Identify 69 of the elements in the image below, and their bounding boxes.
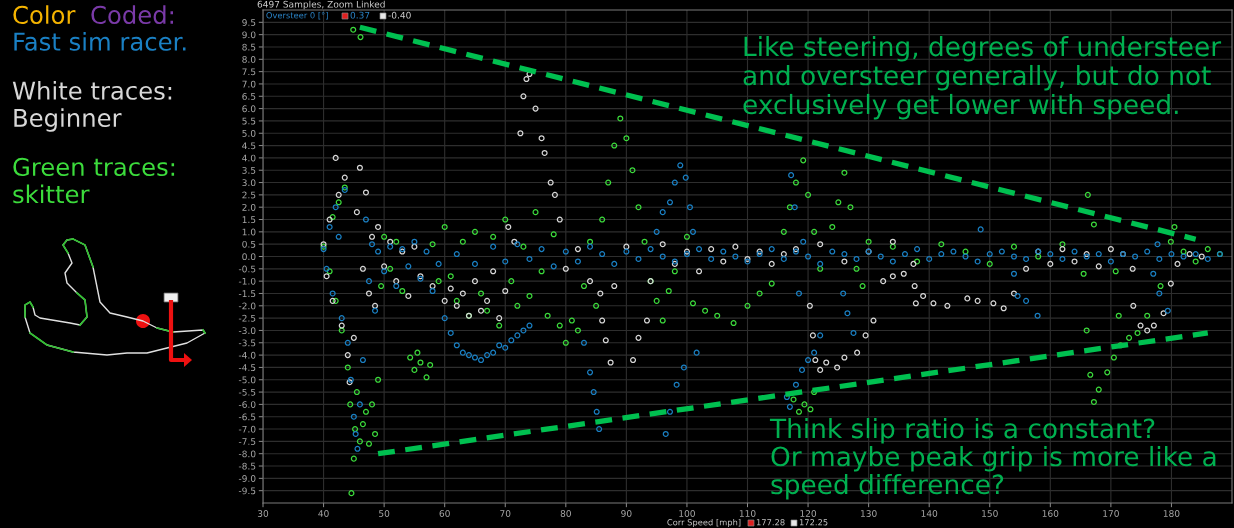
y-tick-label: 1.0 [242, 228, 256, 236]
y-tick-label: 6.5 [242, 93, 256, 100]
y-tick-label: 8.0 [242, 56, 256, 63]
y-tick-label: -5.5 [238, 388, 256, 396]
x-tick-label: 80 [560, 510, 571, 517]
text: 172.25 [799, 519, 828, 526]
y-tick-label: -7.5 [238, 438, 256, 445]
x-tick-label: 60 [439, 510, 450, 517]
text: 177.28 [756, 519, 785, 526]
y-tick-label: -7.0 [238, 425, 256, 433]
y-tick-label: 5.5 [242, 117, 256, 125]
x-tick-label: 180 [1163, 510, 1180, 517]
x-tick-label: 110 [739, 510, 756, 517]
x-tick-label: 40 [318, 510, 329, 517]
y-tick-label: -9.5 [238, 487, 256, 495]
y-tick-label: -6.0 [238, 401, 256, 408]
y-tick-label: -2.0 [238, 302, 256, 310]
x-tick-label: 70 [500, 510, 511, 517]
x-tick-label: 30 [257, 510, 269, 517]
y-tick-label: 6.0 [242, 105, 256, 113]
y-tick-label: 2.5 [242, 191, 256, 199]
annotation: -0.40 [388, 11, 411, 19]
x-tick-label: 130 [861, 510, 877, 517]
y-tick-label: 9.0 [242, 31, 256, 39]
y-tick-label: -0.5 [238, 265, 256, 273]
text: Green traces: skitter [13, 157, 175, 204]
y-tick-label: 4.0 [242, 154, 256, 162]
text: 6497 Samples, Zoom Linked [257, 0, 385, 10]
y-tick-label: -9.0 [238, 475, 256, 482]
annotation: 0.37 [350, 11, 370, 19]
annotation: Like steering, degrees of understeer and oversteer generally, but do not exclusively get lower with speed. [743, 36, 1222, 120]
y-tick-label: -6.5 [238, 413, 256, 421]
x-tick-label: 140 [921, 510, 938, 517]
x-tick-label: 160 [1042, 510, 1059, 517]
y-tick-label: 1.5 [242, 216, 256, 224]
x-tick-label: 100 [679, 510, 695, 517]
y-tick-label: -1.5 [238, 290, 256, 298]
y-tick-label: -3.0 [238, 327, 256, 335]
y-tick-label: 0.5 [242, 240, 256, 248]
y-tick-label: -1.0 [238, 277, 256, 285]
y-tick-label: -8.0 [238, 450, 256, 458]
y-tick-label: 8.5 [242, 43, 256, 51]
y-tick-label: 4.5 [242, 142, 256, 150]
x-tick-label: 150 [982, 510, 998, 517]
y-tick-label: 3.5 [242, 166, 256, 174]
y-tick-label: 0.0 [242, 253, 256, 261]
y-tick-label: -3.5 [238, 339, 256, 347]
text: Fast sim racer. [14, 32, 186, 51]
x-tick-label: 170 [1103, 510, 1119, 517]
y-tick-label: 2.0 [242, 203, 256, 211]
text: Color [13, 5, 76, 25]
y-tick-label: 3.0 [242, 179, 256, 187]
x-tick-label: 120 [800, 510, 817, 517]
x-axis-title: Corr Speed [mph] [667, 518, 741, 528]
y-tick-label: -5.0 [238, 376, 256, 384]
x-tick-label: 50 [379, 510, 390, 517]
y-tick-label: 5.0 [242, 129, 256, 137]
y-tick-label: 7.0 [242, 80, 256, 88]
x-tick-label: 90 [621, 510, 632, 517]
y-tick-label: 7.5 [242, 68, 256, 76]
annotation: Think slip ratio is a constant? Or maybe peak grip is more like a speed difference? [769, 418, 1216, 500]
y-tick-label: -4.5 [238, 364, 256, 371]
y-tick-label: -2.5 [238, 314, 256, 322]
y-tick-label: -8.5 [238, 462, 256, 470]
y-tick-label: 9.5 [242, 19, 256, 26]
text: White traces: Beginner [12, 81, 172, 132]
text: Coded: [91, 5, 173, 25]
y-tick-label: -4.0 [238, 351, 256, 359]
y-axis-title: Oversteer 0 [°] [266, 11, 328, 20]
